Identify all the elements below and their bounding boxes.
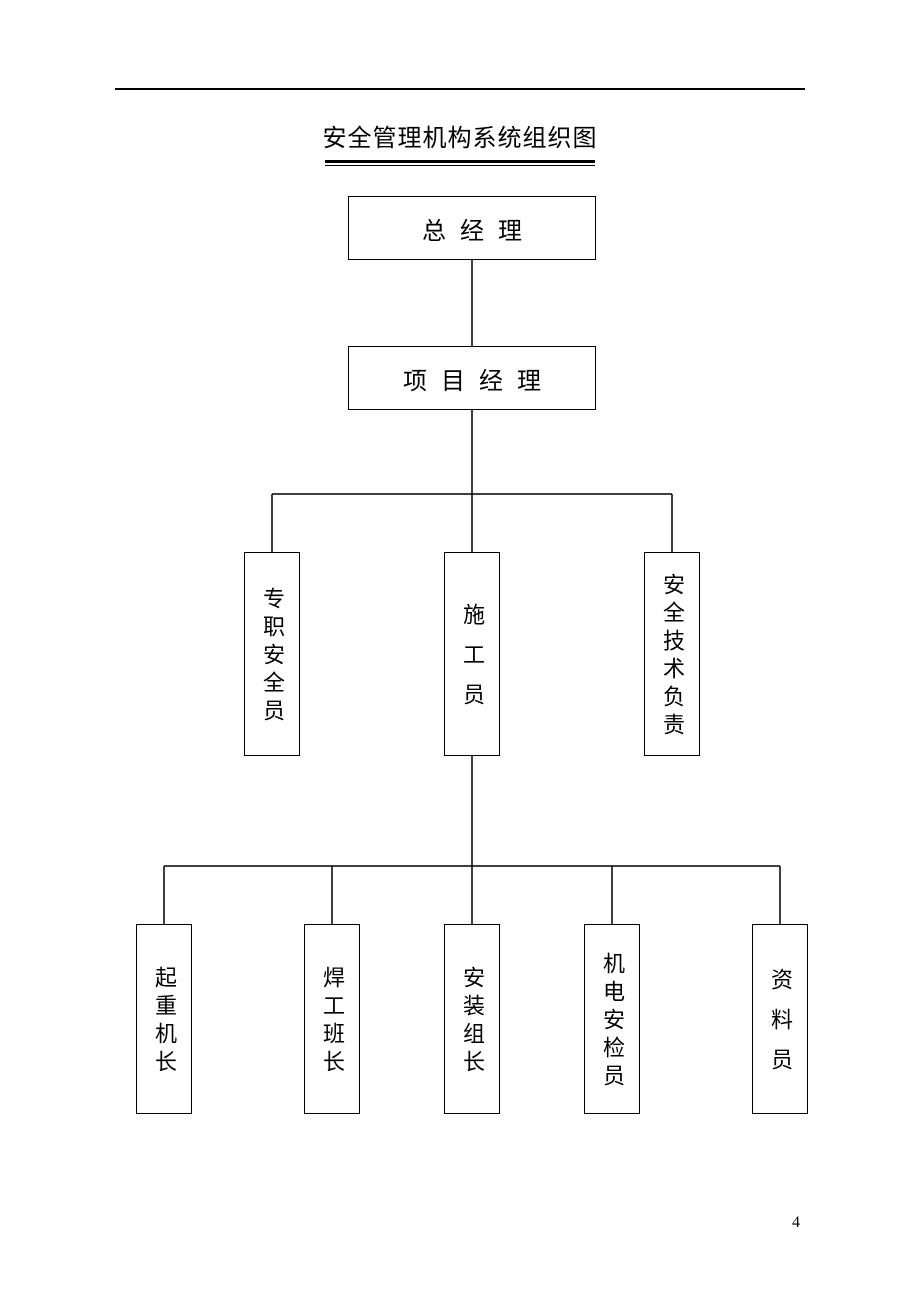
page: 安全管理机构系统组织图 总经理 项目经理 专职安全员 施工员 安全技术负责 起重… — [0, 0, 920, 1302]
page-number: 4 — [792, 1214, 800, 1232]
connector-lines — [0, 0, 920, 1302]
